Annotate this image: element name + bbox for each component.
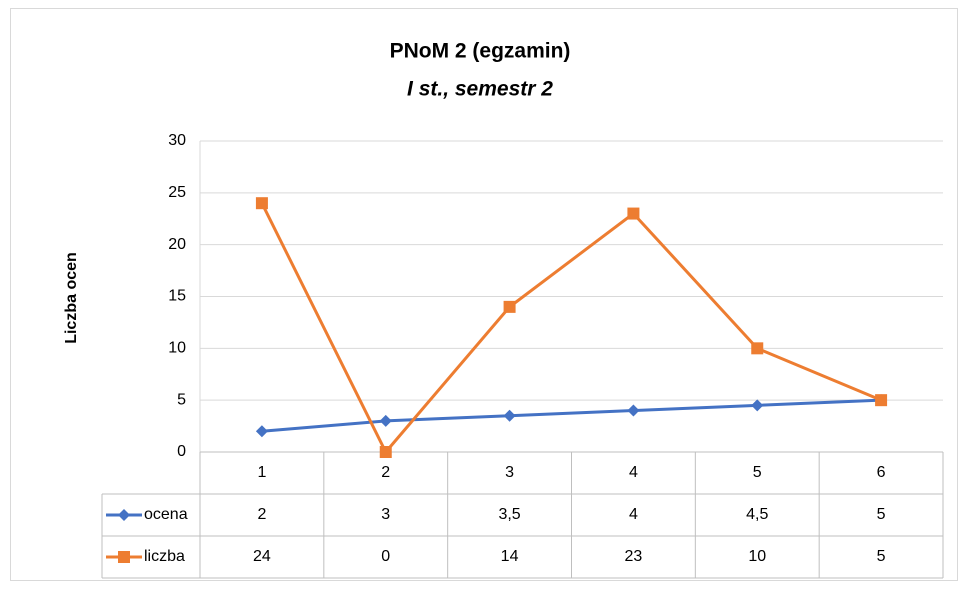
data-point bbox=[503, 409, 516, 422]
y-axis-label: Liczba ocen bbox=[63, 252, 80, 344]
y-tick-label: 20 bbox=[168, 236, 186, 253]
table-value: 2 bbox=[257, 506, 266, 523]
chart-area bbox=[10, 8, 958, 581]
table-value: 24 bbox=[253, 548, 271, 565]
table-value: 5 bbox=[877, 548, 886, 565]
x-tick-label: 3 bbox=[505, 464, 514, 481]
table-value: 23 bbox=[625, 548, 643, 565]
line-series bbox=[261, 398, 882, 433]
data-point bbox=[627, 404, 640, 417]
y-tick-label: 10 bbox=[168, 340, 186, 357]
data-point bbox=[751, 399, 764, 412]
legend-key-marker bbox=[118, 509, 130, 521]
chart-title: PNoM 2 (egzamin) bbox=[390, 40, 571, 63]
x-tick-label: 6 bbox=[877, 464, 886, 481]
y-tick-label: 15 bbox=[168, 288, 186, 305]
table-value: 10 bbox=[748, 548, 766, 565]
legend-key-marker bbox=[118, 551, 130, 563]
y-tick-label: 25 bbox=[168, 184, 186, 201]
table-value: 3,5 bbox=[498, 506, 520, 523]
legend-label: ocena bbox=[144, 506, 188, 523]
table-value: 0 bbox=[381, 548, 390, 565]
data-point bbox=[379, 414, 392, 427]
y-tick-label: 0 bbox=[177, 443, 186, 460]
y-tick-label: 5 bbox=[177, 391, 186, 408]
data-point bbox=[627, 207, 640, 220]
table-value: 5 bbox=[877, 506, 886, 523]
data-point bbox=[379, 446, 392, 458]
table-value: 14 bbox=[501, 548, 519, 565]
data-point bbox=[255, 425, 268, 438]
line-series bbox=[260, 202, 882, 455]
legend-label: liczba bbox=[144, 548, 185, 565]
chart-subtitle: I st., semestr 2 bbox=[407, 78, 553, 101]
data-point bbox=[255, 197, 268, 210]
x-tick-label: 2 bbox=[381, 464, 390, 481]
x-tick-label: 5 bbox=[753, 464, 762, 481]
table-value: 4,5 bbox=[746, 506, 768, 523]
table-value: 3 bbox=[381, 506, 390, 523]
x-tick-label: 1 bbox=[257, 464, 266, 481]
data-point bbox=[751, 342, 764, 355]
table-value: 4 bbox=[629, 506, 638, 523]
x-tick-label: 4 bbox=[629, 464, 638, 481]
data-point bbox=[875, 394, 888, 407]
data-point bbox=[503, 300, 516, 313]
y-tick-label: 30 bbox=[168, 132, 186, 149]
